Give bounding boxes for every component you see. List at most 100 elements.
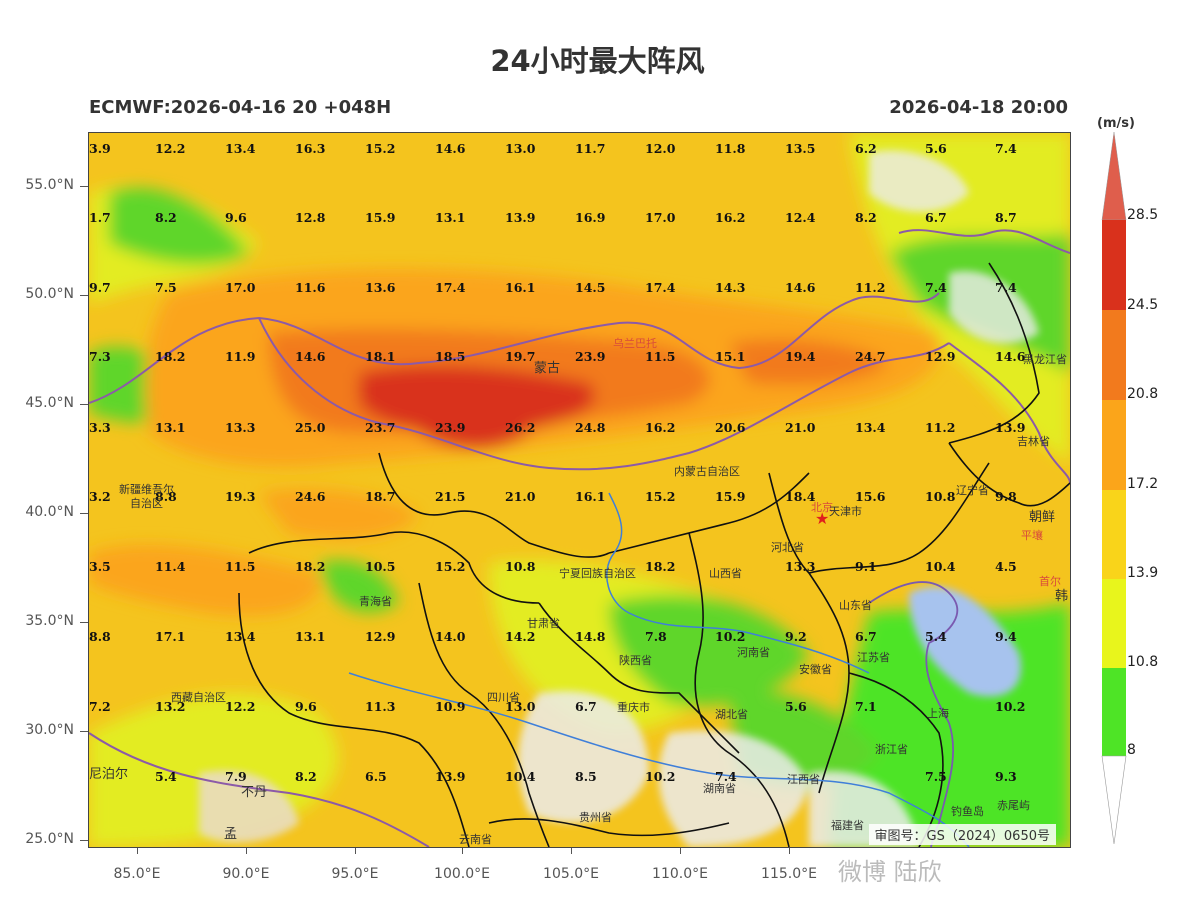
gust-value: 6.7: [855, 629, 877, 644]
gust-value: 14.8: [575, 629, 606, 644]
gust-value: 9.6: [225, 210, 247, 225]
gust-value: 7.4: [995, 141, 1017, 156]
gust-value: 21.5: [435, 489, 466, 504]
gust-value: 7.3: [89, 349, 111, 364]
place-label-seoul: 首尔: [1039, 575, 1061, 588]
gust-value: 18.4: [785, 489, 816, 504]
place-label-tianjin: 天津市: [829, 505, 862, 518]
gust-value: 11.6: [295, 280, 326, 295]
colorbar-label: 13.9: [1127, 565, 1159, 581]
gust-value: 7.4: [715, 769, 737, 784]
gust-value: 18.1: [365, 349, 396, 364]
map-approval-number: 审图号：GS（2024）0650号: [868, 824, 1056, 845]
gust-value: 9.3: [995, 769, 1017, 784]
gust-value: 17.0: [645, 210, 676, 225]
place-label-bhutan: 不丹: [241, 785, 268, 800]
gust-value: 10.5: [365, 559, 396, 574]
place-label-ulaanbaatar: 乌兰巴托: [613, 337, 657, 350]
colorbar-label: 8: [1127, 742, 1136, 758]
place-label-xinjiang: 新疆维吾尔 自治区: [119, 483, 174, 510]
gust-value: 9.7: [89, 280, 111, 295]
colorbar-segment: [1102, 220, 1126, 310]
map-area[interactable]: 3.9 12.2 13.4 16.3 15.2 14.6 13.0 11.7 12.0 11.8 1…: [88, 132, 1071, 848]
lon-tick-label: 115.0°E: [761, 866, 817, 882]
place-label-diaoyu: 钓鱼岛: [951, 805, 984, 818]
gust-value: 18.7: [365, 489, 396, 504]
colorbar-segment: [1102, 668, 1126, 756]
place-label-chiwei: 赤尾屿: [997, 799, 1030, 812]
lat-tick-label: 30.0°N: [25, 722, 74, 738]
gust-value: 12.8: [295, 210, 326, 225]
gust-value: 9.4: [995, 629, 1017, 644]
gust-value: 14.3: [715, 280, 746, 295]
gust-value: 12.9: [925, 349, 956, 364]
gust-value: 25.0: [295, 420, 326, 435]
colorbar-segment: [1102, 490, 1126, 579]
place-label-zhejiang: 浙江省: [875, 743, 908, 756]
lon-tick: [355, 846, 356, 854]
place-label-chongqing: 重庆市: [617, 701, 650, 714]
gust-value: 12.4: [785, 210, 816, 225]
model-run-label: ECMWF:2026-04-16 20 +048H: [89, 97, 392, 118]
lat-tick: [80, 295, 88, 296]
gust-value: 13.2: [155, 699, 186, 714]
gust-value: 13.1: [295, 629, 326, 644]
watermark: 微博 陆欣: [838, 858, 942, 886]
gust-value: 13.3: [225, 420, 256, 435]
colorbar-unit: (m/s): [1097, 116, 1135, 131]
gust-value: 9.2: [785, 629, 807, 644]
place-label-shandong: 山东省: [839, 599, 872, 612]
valid-time-label: 2026-04-18 20:00: [889, 97, 1068, 118]
gust-value: 7.4: [925, 280, 947, 295]
place-label-heilongjiang: 黑龙江省: [1023, 353, 1067, 366]
place-label-mongolia: 蒙古: [534, 361, 561, 376]
gust-value: 13.4: [225, 141, 256, 156]
gust-value: 24.6: [295, 489, 326, 504]
gust-value: 8.5: [575, 769, 597, 784]
place-label-jilin: 吉林省: [1017, 435, 1050, 448]
gust-value: 11.5: [225, 559, 256, 574]
gust-value: 13.4: [855, 420, 886, 435]
gust-value: 14.2: [505, 629, 536, 644]
gust-value: 11.3: [365, 699, 396, 714]
gust-value: 23.9: [435, 420, 466, 435]
place-label-hubei: 湖北省: [715, 708, 748, 721]
gust-value: 7.5: [155, 280, 177, 295]
gust-value: 8.8: [89, 629, 111, 644]
gust-value: 16.2: [715, 210, 746, 225]
place-label-shanxi: 山西省: [709, 567, 742, 580]
place-label-fujian: 福建省: [831, 819, 864, 832]
colorbar: [1101, 131, 1127, 845]
gust-value: 3.3: [89, 420, 111, 435]
lon-tick: [571, 846, 572, 854]
gust-value: 19.4: [785, 349, 816, 364]
place-label-yunnan: 云南省: [459, 833, 492, 846]
lon-tick: [462, 846, 463, 854]
colorbar-segment: [1102, 400, 1126, 490]
gust-value: 13.5: [785, 141, 816, 156]
gust-value: 7.1: [855, 699, 877, 714]
gust-value: 10.2: [645, 769, 676, 784]
gust-value: 11.7: [575, 141, 606, 156]
gust-value: 15.1: [715, 349, 746, 364]
lon-tick-label: 100.0°E: [434, 866, 490, 882]
gust-value: 24.8: [575, 420, 606, 435]
gust-value: 10.8: [505, 559, 536, 574]
gust-value: 13.1: [155, 420, 186, 435]
gust-value: 15.9: [365, 210, 396, 225]
lat-tick: [80, 404, 88, 405]
gust-value: 7.4: [995, 280, 1017, 295]
gust-value: 11.9: [225, 349, 256, 364]
gust-value: 23.9: [575, 349, 606, 364]
lat-tick-label: 35.0°N: [25, 613, 74, 629]
bohai-yellow-sea: [909, 586, 1021, 697]
gust-value: 8.7: [995, 210, 1017, 225]
gust-value: 13.3: [785, 559, 816, 574]
gust-value: 6.5: [365, 769, 387, 784]
gust-value: 5.4: [925, 629, 947, 644]
colorbar-extend-top: [1101, 131, 1127, 221]
gust-value: 16.2: [645, 420, 676, 435]
lat-tick-label: 55.0°N: [25, 177, 74, 193]
capital-star-icon: ★: [815, 509, 830, 528]
gust-value: 11.5: [645, 349, 676, 364]
